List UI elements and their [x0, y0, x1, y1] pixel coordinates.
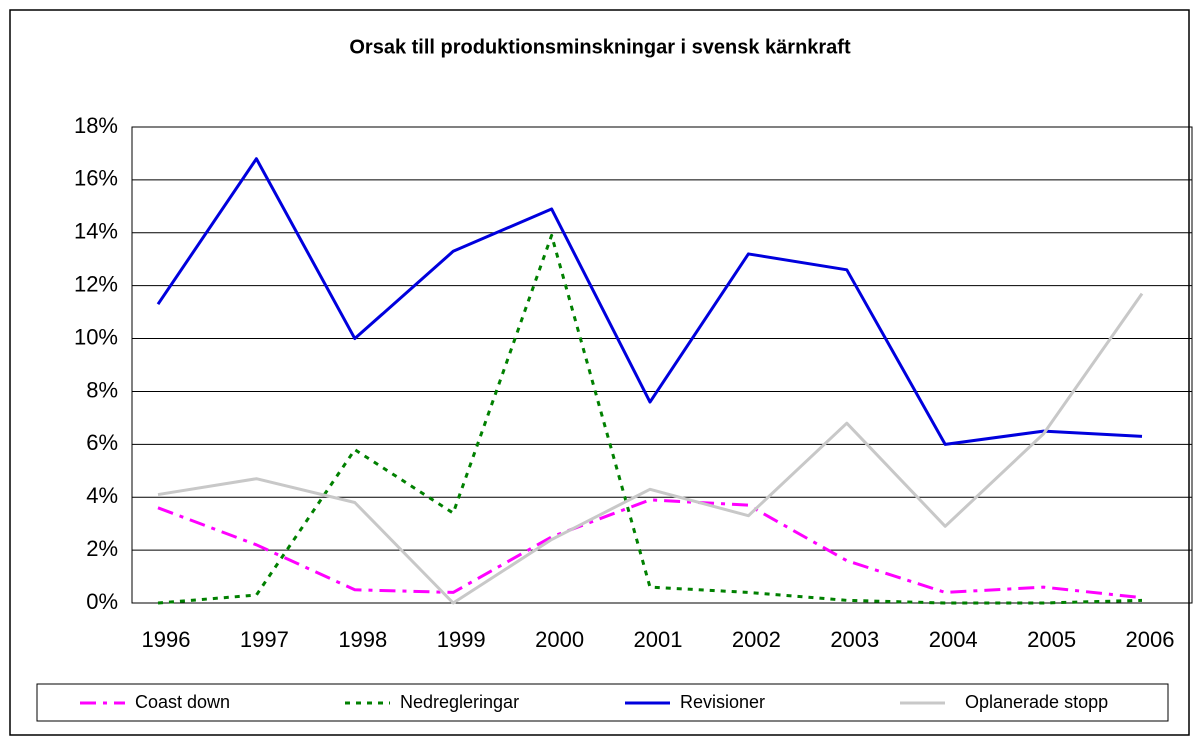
y-tick-label: 0%	[86, 589, 118, 614]
legend-label: Oplanerade stopp	[965, 692, 1108, 712]
chart-border	[9, 9, 1190, 736]
y-tick-label: 12%	[74, 271, 118, 296]
x-tick-label: 2002	[732, 627, 781, 652]
y-tick-label: 6%	[86, 430, 118, 455]
x-tick-label: 1997	[240, 627, 289, 652]
series-line	[157, 498, 1143, 600]
y-tick-label: 10%	[74, 324, 118, 349]
series-line	[156, 157, 1143, 446]
x-tick-label: 2000	[535, 627, 584, 652]
x-tick-label: 1999	[437, 627, 486, 652]
legend-label: Revisioner	[680, 692, 765, 712]
x-tick-label: 2001	[634, 627, 683, 652]
y-tick-label: 8%	[86, 377, 118, 402]
x-tick-label: 2006	[1126, 627, 1175, 652]
y-tick-label: 14%	[74, 219, 118, 244]
x-tick-label: 2005	[1027, 627, 1076, 652]
x-tick-label: 2004	[929, 627, 978, 652]
x-tick-label: 1996	[142, 627, 191, 652]
legend-label: Nedregleringar	[400, 692, 519, 712]
x-tick-label: 2003	[830, 627, 879, 652]
series-line	[157, 292, 1144, 605]
chart-title: Orsak till produktionsminskningar i sven…	[349, 36, 851, 58]
legend-label: Coast down	[135, 692, 230, 712]
x-tick-label: 1998	[338, 627, 387, 652]
y-tick-label: 4%	[86, 483, 118, 508]
legend	[36, 683, 1169, 722]
y-tick-label: 2%	[86, 536, 118, 561]
series-line	[157, 233, 1143, 605]
y-tick-label: 16%	[74, 166, 118, 191]
y-tick-label: 18%	[74, 113, 118, 138]
